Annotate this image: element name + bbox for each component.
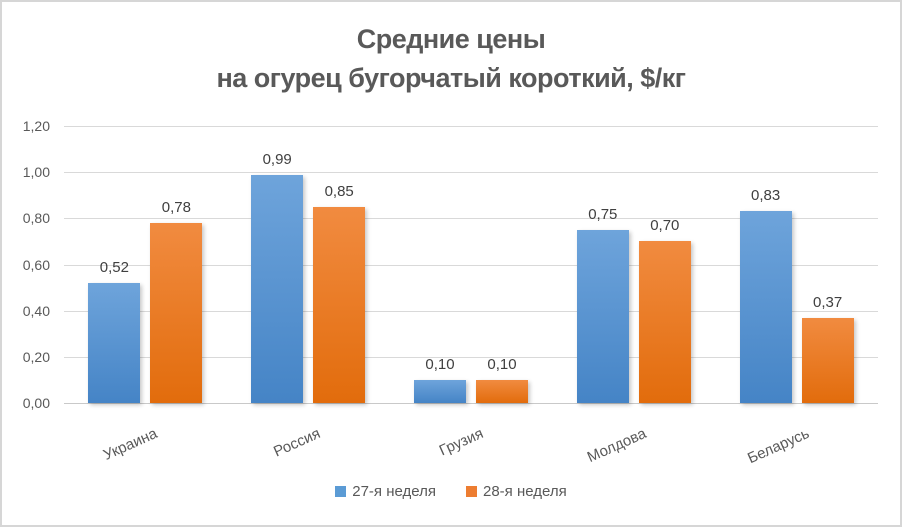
bar-value-label: 0,85 xyxy=(324,182,354,200)
bar-value-label: 0,10 xyxy=(487,355,517,373)
legend-item-s1[interactable]: 27-я неделя xyxy=(335,483,436,500)
bar-s1-c5[interactable] xyxy=(739,211,792,403)
bar-s1-c4[interactable] xyxy=(576,229,629,403)
legend-label: 28-я неделя xyxy=(483,483,567,500)
chart-title: Средние цены на огурец бугорчатый коротк… xyxy=(2,20,900,98)
bar-s2-c3[interactable] xyxy=(476,379,528,403)
gridline xyxy=(64,126,878,127)
y-axis-tick-label: 1,20 xyxy=(22,118,50,134)
gridline xyxy=(64,218,878,219)
bar-value-label: 0,75 xyxy=(588,205,618,223)
bar-value-label: 0,83 xyxy=(750,187,781,205)
bar-s1-c3[interactable] xyxy=(414,379,466,403)
bar-s2-c2[interactable] xyxy=(313,206,366,403)
legend-swatch-icon xyxy=(335,486,347,497)
gridline xyxy=(64,172,878,173)
y-axis-tick-label: 0,20 xyxy=(22,349,50,365)
legend-item-s2[interactable]: 28-я неделя xyxy=(466,483,567,500)
bar-s1-c2[interactable] xyxy=(251,174,304,403)
bar-s2-c4[interactable] xyxy=(638,241,691,403)
bar-value-label: 0,99 xyxy=(262,150,292,168)
y-axis-tick-label: 0,80 xyxy=(22,210,50,226)
gridline xyxy=(64,357,878,358)
bar-s1-c1[interactable] xyxy=(88,283,141,403)
x-axis-label: Россия xyxy=(271,425,324,461)
chart-title-line2: на огурец бугорчатый короткий, $/кг xyxy=(216,63,686,93)
gridline xyxy=(64,311,878,312)
x-axis-label: Украина xyxy=(101,425,161,464)
bar-value-label: 0,70 xyxy=(650,217,680,235)
bar-value-label: 0,37 xyxy=(812,293,843,311)
legend-label: 27-я неделя xyxy=(352,483,436,500)
bar-s2-c1[interactable] xyxy=(150,222,203,403)
y-axis-tick-label: 0,60 xyxy=(22,257,50,273)
chart-title-line1: Средние цены xyxy=(356,24,546,54)
x-axis-line xyxy=(64,403,878,404)
y-axis-tick-label: 0,00 xyxy=(22,395,50,411)
y-axis-tick-label: 1,00 xyxy=(22,164,50,180)
x-axis-label: Грузия xyxy=(436,425,486,460)
x-axis-label: Молдова xyxy=(584,425,649,467)
gridline xyxy=(64,265,878,266)
legend: 27-я неделя 28-я неделя xyxy=(2,483,900,500)
legend-swatch-icon xyxy=(466,486,477,497)
bar-value-label: 0,52 xyxy=(99,259,129,276)
bar-s2-c5[interactable] xyxy=(801,317,854,403)
x-axis-label: Беларусь xyxy=(744,425,812,468)
bar-value-label: 0,78 xyxy=(161,198,191,216)
y-axis-tick-label: 0,40 xyxy=(22,303,50,319)
bar-value-label: 0,10 xyxy=(425,355,455,373)
